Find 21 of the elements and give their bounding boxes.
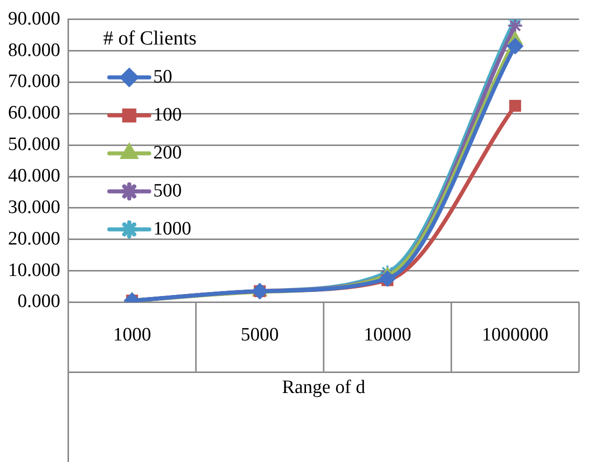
- legend-label: 100: [153, 104, 182, 126]
- y-tick-label: 60.000: [8, 102, 60, 124]
- legend-label: 50: [153, 66, 172, 88]
- x-axis-title: Range of d: [282, 377, 366, 398]
- y-tick-label: 50.000: [8, 134, 60, 156]
- y-tick-label: 90.000: [8, 8, 60, 30]
- legend-title: # of Clients: [103, 28, 197, 50]
- legend-label: 200: [153, 142, 182, 164]
- y-tick-label: 70.000: [8, 71, 60, 92]
- x-tick-label: 10000: [364, 324, 412, 346]
- y-tick-label: 10.000: [8, 260, 60, 281]
- legend-label: 500: [153, 180, 182, 202]
- y-tick-label: 80.000: [8, 40, 60, 61]
- x-tick-label: 5000: [240, 324, 279, 346]
- y-tick-label: 30.000: [8, 196, 60, 218]
- y-tick-label: 40.000: [8, 165, 60, 186]
- x-tick-label: 1000000: [482, 324, 548, 346]
- y-tick-label: 0.000: [18, 291, 60, 312]
- x-tick-label: 1000: [113, 324, 152, 346]
- legend-label: 1000: [153, 218, 192, 240]
- y-tick-label: 20.000: [8, 228, 60, 250]
